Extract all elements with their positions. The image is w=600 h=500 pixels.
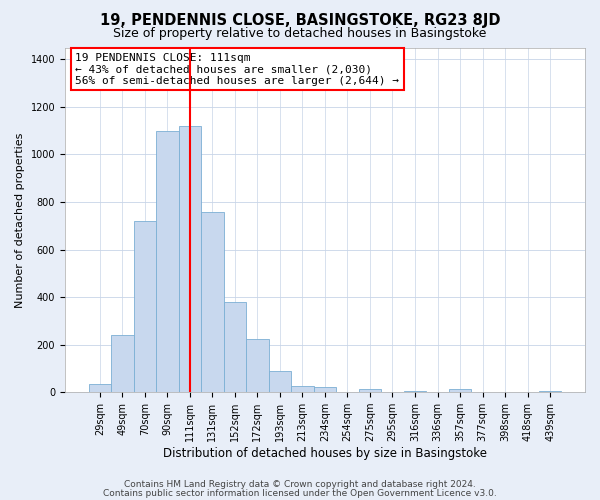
Bar [134,221,156,392]
Bar [111,335,134,392]
Bar [291,386,314,392]
Y-axis label: Number of detached properties: Number of detached properties [15,132,25,308]
Bar [156,130,179,392]
Bar [539,391,562,392]
Bar [89,384,111,392]
Bar [179,126,201,392]
Bar [201,212,224,392]
Text: Contains HM Land Registry data © Crown copyright and database right 2024.: Contains HM Land Registry data © Crown c… [124,480,476,489]
Bar [449,388,471,392]
Bar [314,388,336,392]
Bar [246,338,269,392]
X-axis label: Distribution of detached houses by size in Basingstoke: Distribution of detached houses by size … [163,447,487,460]
Bar [269,371,291,392]
Text: Contains public sector information licensed under the Open Government Licence v3: Contains public sector information licen… [103,488,497,498]
Bar [224,302,246,392]
Text: Size of property relative to detached houses in Basingstoke: Size of property relative to detached ho… [113,28,487,40]
Text: 19, PENDENNIS CLOSE, BASINGSTOKE, RG23 8JD: 19, PENDENNIS CLOSE, BASINGSTOKE, RG23 8… [100,12,500,28]
Bar [404,391,426,392]
Text: 19 PENDENNIS CLOSE: 111sqm
← 43% of detached houses are smaller (2,030)
56% of s: 19 PENDENNIS CLOSE: 111sqm ← 43% of deta… [76,52,400,86]
Bar [359,388,381,392]
